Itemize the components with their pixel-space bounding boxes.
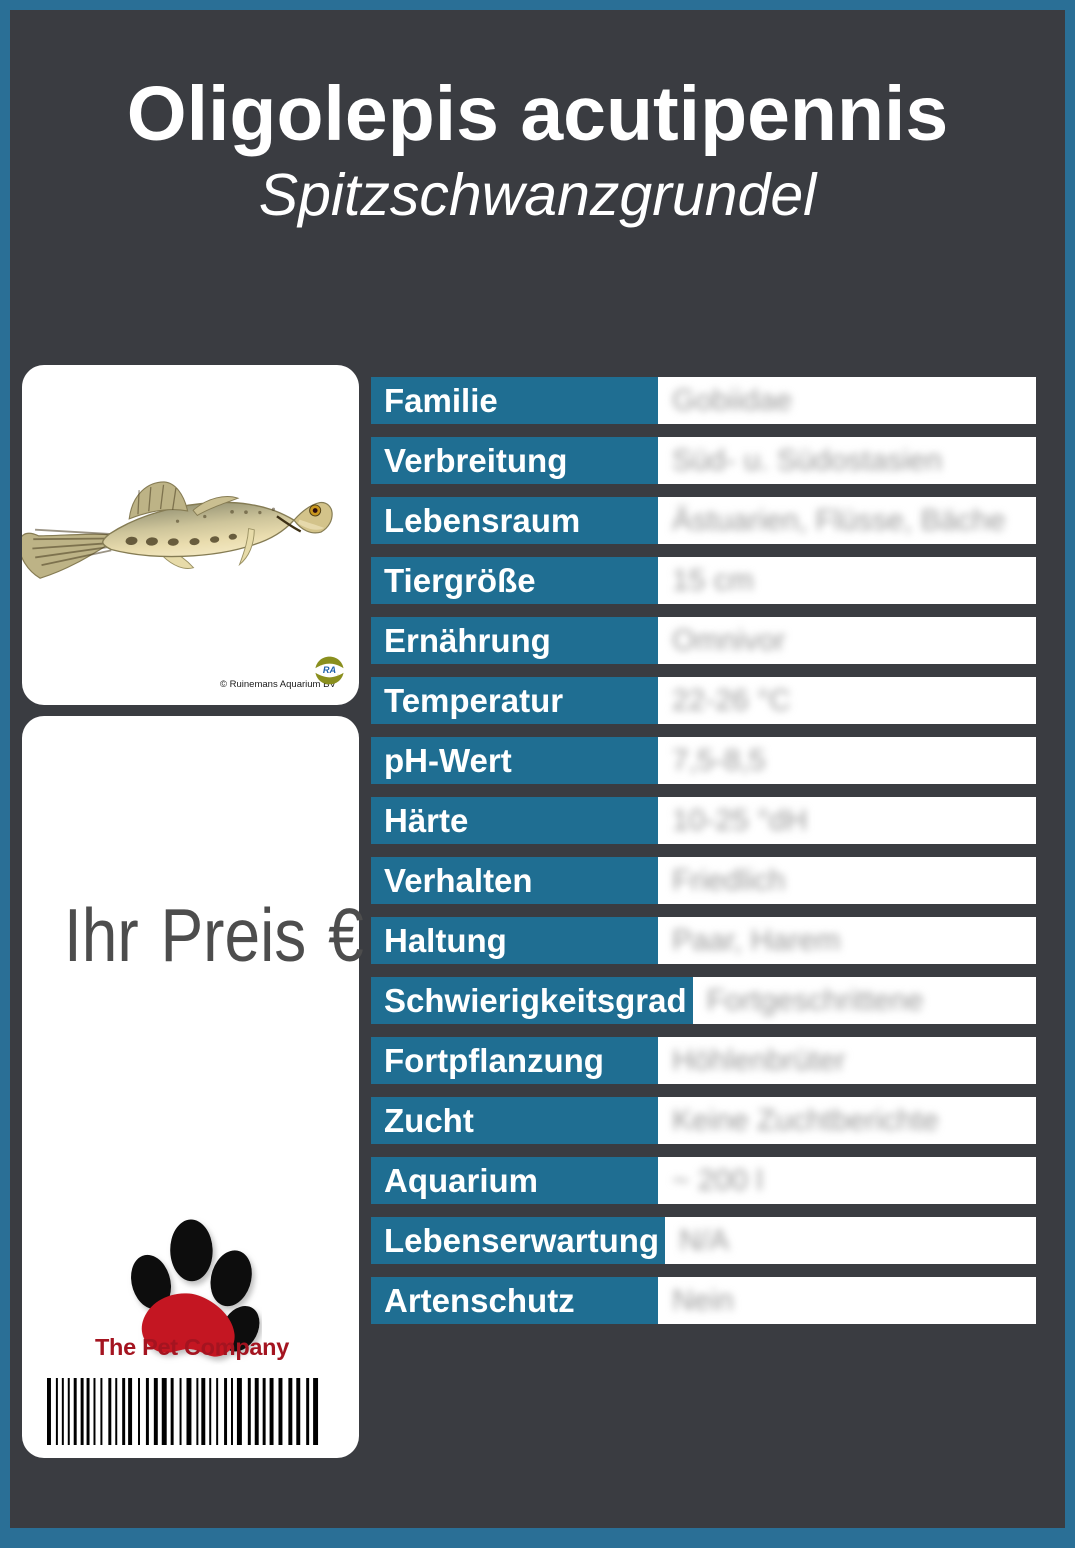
svg-text:RA: RA bbox=[323, 665, 336, 675]
